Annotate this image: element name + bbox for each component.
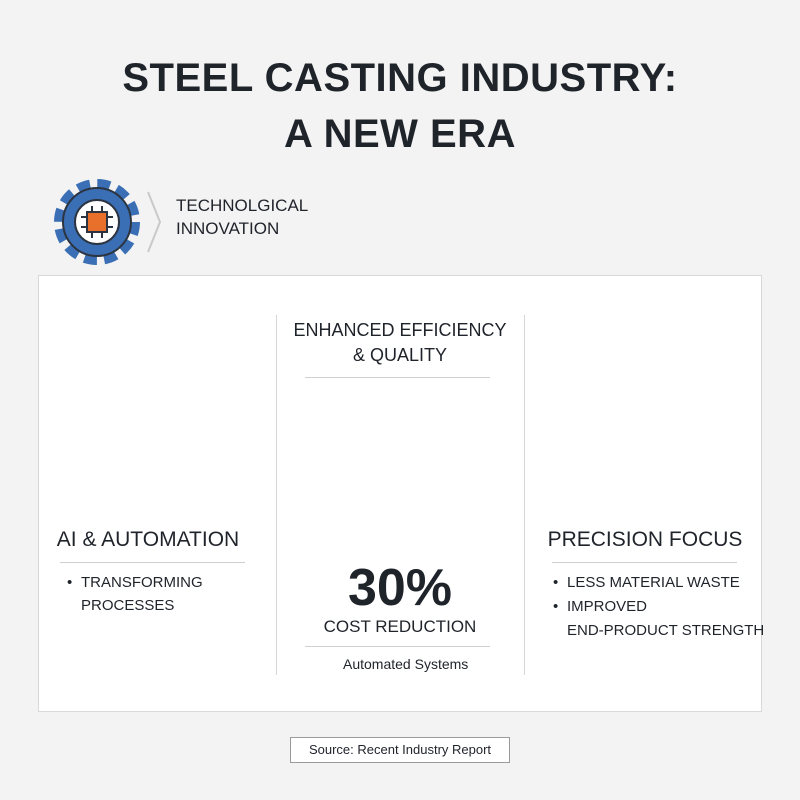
title-line: A NEW ERA: [284, 112, 516, 156]
note: Automated Systems: [343, 656, 469, 672]
rule: [305, 646, 490, 647]
card: [38, 275, 762, 712]
bullet: IMPROVED: [553, 598, 647, 615]
chevron: [147, 191, 162, 253]
divider: [276, 315, 277, 675]
bullet: LESS MATERIAL WASTE: [553, 574, 740, 591]
column-heading: & QUALITY: [352, 345, 448, 365]
subtitle-line: TECHNOLGICAL: [176, 196, 309, 215]
rule: [552, 562, 737, 563]
rule: [305, 377, 490, 378]
column-heading: AI & AUTOMATION: [56, 528, 240, 551]
title-line: STEEL CASTING INDUSTRY:: [122, 56, 678, 100]
subtitle-line: INNOVATION: [176, 219, 280, 238]
gear-icon: [54, 179, 140, 265]
rule: [60, 562, 245, 563]
stat-label: COST REDUCTION: [323, 617, 477, 636]
bullet: TRANSFORMING: [67, 574, 203, 591]
divider: [524, 315, 525, 675]
bullet-cont: END-PRODUCT STRENGTH: [567, 622, 765, 639]
source: Source: Recent Industry Report: [290, 737, 510, 763]
stat: 30%: [347, 559, 453, 617]
bullet-cont: PROCESSES: [81, 597, 175, 614]
column-heading: ENHANCED EFFICIENCY: [293, 320, 507, 340]
column-heading: PRECISION FOCUS: [547, 528, 743, 551]
